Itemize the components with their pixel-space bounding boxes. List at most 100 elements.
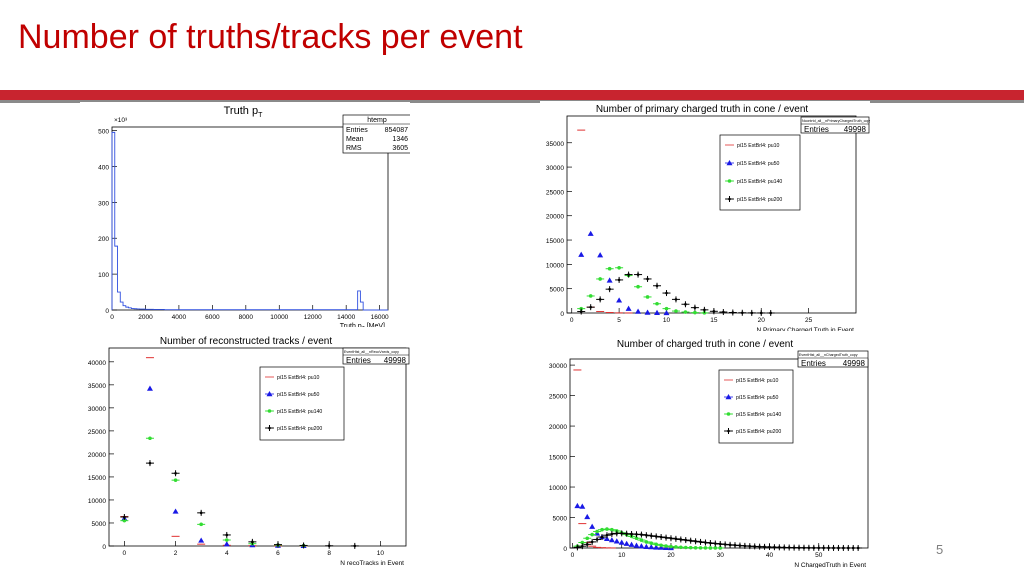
y-tick-label: 0 bbox=[102, 544, 106, 551]
data-point bbox=[635, 308, 642, 314]
data-point bbox=[659, 535, 663, 539]
y-tick-label: 0 bbox=[105, 308, 109, 315]
y-tick-label: 30000 bbox=[546, 165, 564, 172]
chart-background bbox=[524, 336, 874, 568]
data-point bbox=[664, 536, 668, 539]
data-point bbox=[251, 540, 254, 544]
data-point bbox=[590, 532, 594, 537]
y-tick-label: 25000 bbox=[546, 189, 564, 196]
data-point bbox=[674, 309, 678, 313]
legend-entry: pi15 ExtBrl4: pu50 bbox=[737, 161, 780, 167]
data-point bbox=[654, 309, 661, 316]
y-tick-label: 5000 bbox=[553, 516, 568, 523]
legend-entry: pi15 ExtBrl4: pu50 bbox=[277, 392, 320, 398]
data-point bbox=[610, 527, 614, 532]
data-point bbox=[640, 533, 643, 536]
chart-svg: Number of primary charged truth in cone … bbox=[540, 101, 870, 331]
data-point bbox=[851, 546, 855, 550]
data-point bbox=[598, 277, 602, 281]
x-axis-label: N recoTracks in Event bbox=[340, 560, 404, 567]
x-tick-label: 16000 bbox=[371, 314, 389, 321]
chart-title: Number of primary charged truth in cone … bbox=[596, 104, 809, 115]
data-point bbox=[669, 544, 673, 549]
y-multiplier: ×10³ bbox=[114, 117, 128, 124]
x-tick-label: 10000 bbox=[270, 314, 288, 321]
y-tick-label: 5000 bbox=[92, 521, 107, 528]
data-point bbox=[633, 542, 640, 548]
x-axis-label: N ChargedTruth in Event bbox=[794, 562, 866, 568]
data-point bbox=[674, 545, 678, 549]
data-point bbox=[694, 539, 697, 543]
legend-entry: pi15 ExtBrl4: pu140 bbox=[277, 409, 322, 415]
data-point bbox=[674, 537, 678, 541]
x-tick-label: 5 bbox=[617, 317, 621, 324]
data-point bbox=[658, 544, 665, 550]
data-point bbox=[704, 541, 707, 544]
data-point bbox=[122, 518, 127, 523]
data-point bbox=[728, 197, 731, 201]
x-tick-label: 12000 bbox=[304, 314, 322, 321]
data-point bbox=[773, 545, 776, 549]
data-point bbox=[753, 545, 757, 548]
page-number: 5 bbox=[936, 542, 944, 557]
plot-frame bbox=[108, 347, 407, 547]
x-tick-label: 14000 bbox=[337, 314, 355, 321]
data-point bbox=[731, 311, 735, 314]
x-tick-label: 2000 bbox=[138, 314, 153, 321]
data-point bbox=[649, 541, 654, 545]
series-3 bbox=[573, 530, 863, 551]
data-point bbox=[653, 544, 660, 550]
data-point bbox=[713, 546, 718, 550]
data-point bbox=[618, 539, 625, 545]
data-point bbox=[645, 295, 650, 299]
y-tick-label: 0 bbox=[560, 311, 564, 318]
stats-frame bbox=[342, 347, 410, 365]
data-point bbox=[832, 546, 835, 550]
data-point bbox=[588, 294, 593, 298]
data-point bbox=[812, 546, 816, 550]
data-point bbox=[664, 306, 669, 311]
x-tick-label: 8 bbox=[327, 550, 331, 557]
stats-frame bbox=[797, 350, 869, 368]
data-point bbox=[684, 538, 688, 542]
data-point bbox=[607, 266, 612, 271]
data-point bbox=[769, 311, 773, 315]
data-point bbox=[600, 527, 604, 532]
x-tick-label: 50 bbox=[815, 552, 823, 559]
chart-svg: Truth pT0 2000 4000 6000 8000 10000 12000 14000… bbox=[80, 102, 410, 327]
data-point bbox=[718, 542, 722, 546]
legend: pi15 ExtBrl4: pu10 pi15 ExtBrl4: pu50 pi15… bbox=[259, 366, 345, 441]
y-tick-label: 35000 bbox=[88, 383, 106, 390]
data-point bbox=[669, 536, 673, 540]
data-point bbox=[267, 409, 272, 413]
stats-label: RMS bbox=[346, 145, 362, 152]
data-point bbox=[807, 546, 811, 550]
data-point bbox=[645, 533, 648, 537]
stats-box: EventHist_all__nRecoVxeds_copy Entries 499… bbox=[342, 347, 410, 365]
data-point bbox=[595, 529, 599, 534]
data-point bbox=[199, 522, 203, 527]
chart-title: Number of reconstructed tracks / event bbox=[160, 336, 333, 347]
data-point bbox=[606, 277, 613, 283]
data-point bbox=[608, 287, 611, 291]
stats-title: Ncontrtd_all__nPrimaryChargedTruth_copy bbox=[802, 119, 870, 123]
y-tick-label: 15000 bbox=[546, 238, 564, 245]
data-point bbox=[635, 532, 638, 536]
stats-value: 49998 bbox=[843, 359, 866, 368]
data-point bbox=[689, 539, 692, 542]
series-3 bbox=[120, 460, 359, 549]
data-point bbox=[587, 230, 594, 236]
chart-title-subscript: T bbox=[258, 112, 263, 119]
data-point bbox=[639, 538, 644, 542]
data-point bbox=[648, 544, 655, 550]
data-point bbox=[636, 273, 640, 276]
data-point bbox=[625, 305, 632, 311]
data-point bbox=[693, 310, 697, 315]
legend-entry: pi15 ExtBrl4: pu200 bbox=[277, 426, 322, 432]
x-axis-label: N Primary Charged Truth in Event bbox=[756, 327, 854, 331]
data-point bbox=[743, 544, 747, 548]
data-point bbox=[727, 179, 732, 183]
x-tick-label: 4000 bbox=[172, 314, 187, 321]
data-point bbox=[727, 429, 730, 433]
x-tick-label: 20 bbox=[758, 317, 766, 324]
